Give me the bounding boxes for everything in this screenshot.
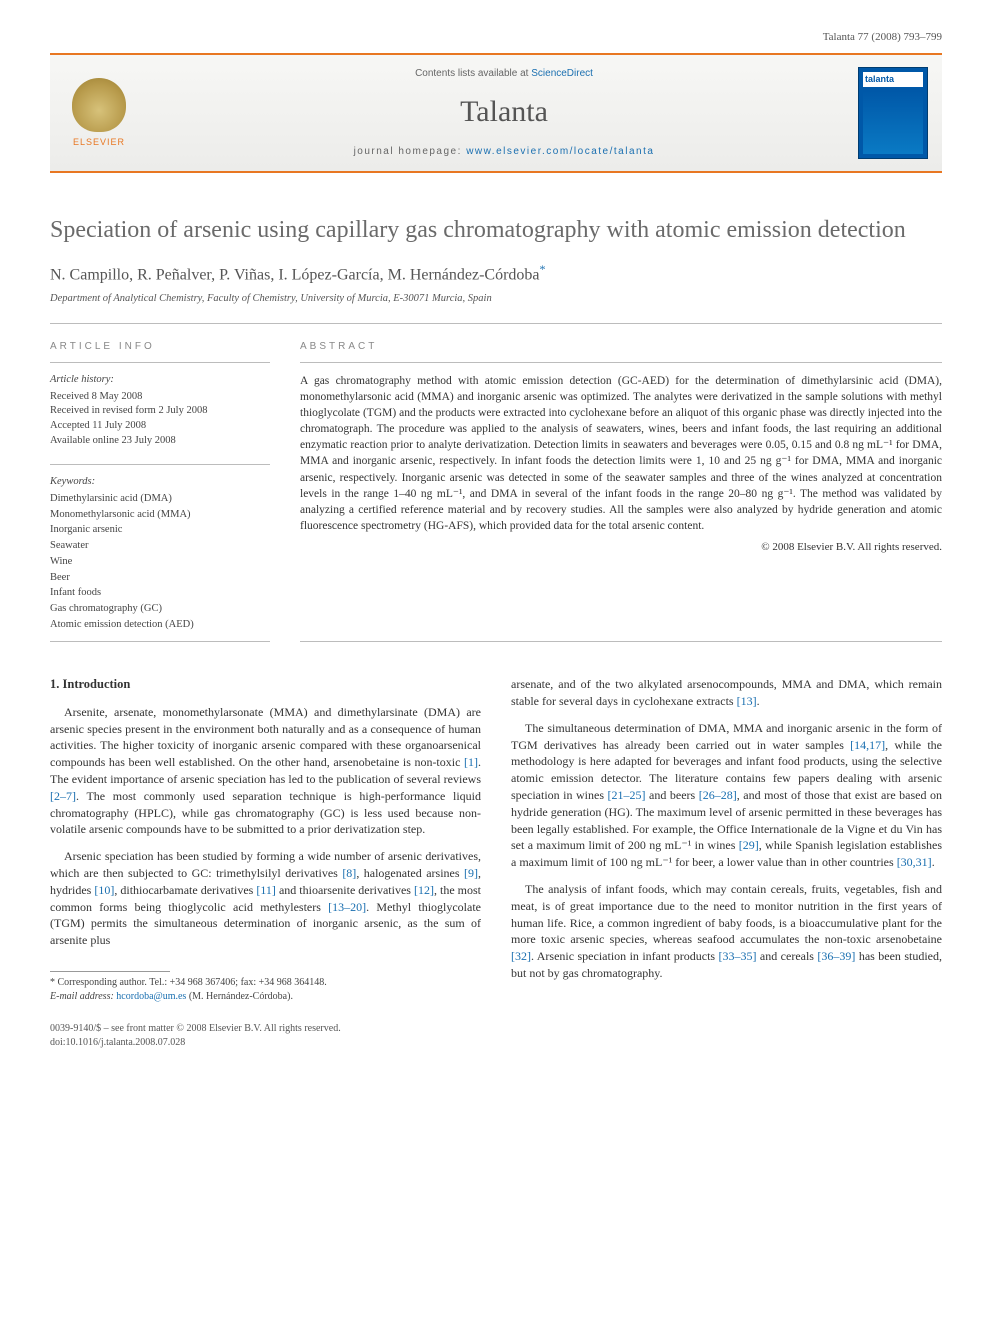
text-run: arsenate, and of the two alkylated arsen…: [511, 677, 942, 708]
affiliation: Department of Analytical Chemistry, Facu…: [50, 292, 942, 307]
email-suffix: (M. Hernández-Córdoba).: [186, 991, 293, 1002]
contents-prefix: Contents lists available at: [415, 68, 531, 79]
corresponding-footnote: * Corresponding author. Tel.: +34 968 36…: [50, 976, 481, 1004]
keyword: Wine: [50, 555, 270, 570]
text-run: .: [932, 855, 935, 869]
citation-link[interactable]: [36–39]: [817, 949, 855, 963]
citation-link[interactable]: [2–7]: [50, 789, 76, 803]
paragraph: Arsenic speciation has been studied by f…: [50, 848, 481, 949]
cover-title: talanta: [863, 72, 923, 87]
elsevier-tree-icon: [72, 78, 126, 132]
keyword: Infant foods: [50, 586, 270, 601]
citation-link[interactable]: [13]: [737, 694, 757, 708]
journal-cover-thumbnail: talanta: [858, 67, 928, 159]
citation-link[interactable]: [33–35]: [719, 949, 757, 963]
corresponding-marker: *: [540, 262, 546, 276]
keyword: Dimethylarsinic acid (DMA): [50, 492, 270, 507]
text-run: . Arsenic speciation in infant products: [531, 949, 719, 963]
abstract-copyright: © 2008 Elsevier B.V. All rights reserved…: [300, 540, 942, 555]
authors-text: N. Campillo, R. Peñalver, P. Viñas, I. L…: [50, 266, 540, 283]
text-run: and cereals: [757, 949, 818, 963]
citation-link[interactable]: [26–28]: [699, 788, 737, 802]
article-info-label: ARTICLE INFO: [50, 340, 270, 354]
footer-doi: doi:10.1016/j.talanta.2008.07.028: [50, 1036, 942, 1050]
journal-homepage-link[interactable]: www.elsevier.com/locate/talanta: [466, 146, 654, 157]
keyword: Seawater: [50, 539, 270, 554]
text-run: The analysis of infant foods, which may …: [511, 882, 942, 946]
sciencedirect-link[interactable]: ScienceDirect: [531, 68, 593, 79]
history-line: Available online 23 July 2008: [50, 434, 270, 449]
text-run: . The most commonly used separation tech…: [50, 789, 481, 837]
article-info-column: ARTICLE INFO Article history: Received 8…: [50, 340, 270, 633]
keyword: Gas chromatography (GC): [50, 602, 270, 617]
citation-link[interactable]: [13–20]: [328, 900, 366, 914]
footer-copyright: 0039-9140/$ – see front matter © 2008 El…: [50, 1022, 942, 1036]
keywords-label: Keywords:: [50, 475, 270, 490]
citation-link[interactable]: [32]: [511, 949, 531, 963]
text-run: Arsenite, arsenate, monomethylarsonate (…: [50, 705, 481, 769]
history-line: Received in revised form 2 July 2008: [50, 404, 270, 419]
abstract-label: ABSTRACT: [300, 340, 942, 354]
cover-body-icon: [863, 91, 923, 154]
text-run: and beers: [646, 788, 699, 802]
citation-link[interactable]: [14,17]: [850, 738, 885, 752]
citation-link[interactable]: [9]: [464, 866, 478, 880]
abstract-column: ABSTRACT A gas chromatography method wit…: [300, 340, 942, 633]
footer-meta: 0039-9140/$ – see front matter © 2008 El…: [50, 1022, 942, 1050]
history-line: Accepted 11 July 2008: [50, 419, 270, 434]
keyword: Monomethylarsonic acid (MMA): [50, 508, 270, 523]
citation-link[interactable]: [11]: [256, 883, 276, 897]
footnote-rule: [50, 971, 170, 972]
paragraph: arsenate, and of the two alkylated arsen…: [511, 676, 942, 710]
citation-link[interactable]: [1]: [464, 755, 478, 769]
keyword: Inorganic arsenic: [50, 523, 270, 538]
text-run: and thioarsenite derivatives: [276, 883, 414, 897]
body-right-column: arsenate, and of the two alkylated arsen…: [511, 676, 942, 1004]
history-line: Received 8 May 2008: [50, 390, 270, 405]
citation-link[interactable]: [29]: [739, 838, 759, 852]
section-heading: 1. Introduction: [50, 676, 481, 694]
paragraph: Arsenite, arsenate, monomethylarsonate (…: [50, 704, 481, 838]
citation-link[interactable]: [8]: [342, 866, 356, 880]
paragraph: The simultaneous determination of DMA, M…: [511, 720, 942, 871]
body-text: 1. Introduction Arsenite, arsenate, mono…: [50, 676, 942, 1004]
journal-name: Talanta: [150, 91, 858, 133]
journal-reference: Talanta 77 (2008) 793–799: [50, 30, 942, 45]
journal-header-bar: ELSEVIER Contents lists available at Sci…: [50, 53, 942, 173]
text-run: .: [757, 694, 760, 708]
citation-link[interactable]: [10]: [94, 883, 114, 897]
citation-link[interactable]: [30,31]: [897, 855, 932, 869]
citation-link[interactable]: [12]: [414, 883, 434, 897]
history-label: Article history:: [50, 373, 270, 388]
keyword: Atomic emission detection (AED): [50, 618, 270, 633]
contents-available-line: Contents lists available at ScienceDirec…: [150, 67, 858, 81]
text-run: , dithiocarbamate derivatives: [114, 883, 256, 897]
elsevier-label: ELSEVIER: [73, 136, 125, 149]
history-lines: Received 8 May 2008 Received in revised …: [50, 390, 270, 449]
divider: [50, 641, 270, 642]
text-run: , halogenated arsines: [356, 866, 464, 880]
citation-link[interactable]: [21–25]: [608, 788, 646, 802]
divider: [50, 323, 942, 324]
elsevier-logo: ELSEVIER: [64, 73, 134, 153]
keyword: Beer: [50, 571, 270, 586]
paragraph: The analysis of infant foods, which may …: [511, 881, 942, 982]
footnote-tel: * Corresponding author. Tel.: +34 968 36…: [50, 976, 481, 990]
body-left-column: 1. Introduction Arsenite, arsenate, mono…: [50, 676, 481, 1004]
email-label: E-mail address:: [50, 991, 116, 1002]
author-list: N. Campillo, R. Peñalver, P. Viñas, I. L…: [50, 261, 942, 287]
homepage-prefix: journal homepage:: [354, 146, 467, 157]
keywords-list: Dimethylarsinic acid (DMA) Monomethylars…: [50, 492, 270, 632]
abstract-text: A gas chromatography method with atomic …: [300, 373, 942, 534]
article-title: Speciation of arsenic using capillary ga…: [50, 215, 942, 246]
corresponding-email-link[interactable]: hcordoba@um.es: [116, 991, 186, 1002]
divider: [300, 641, 942, 642]
journal-homepage-line: journal homepage: www.elsevier.com/locat…: [150, 145, 858, 159]
